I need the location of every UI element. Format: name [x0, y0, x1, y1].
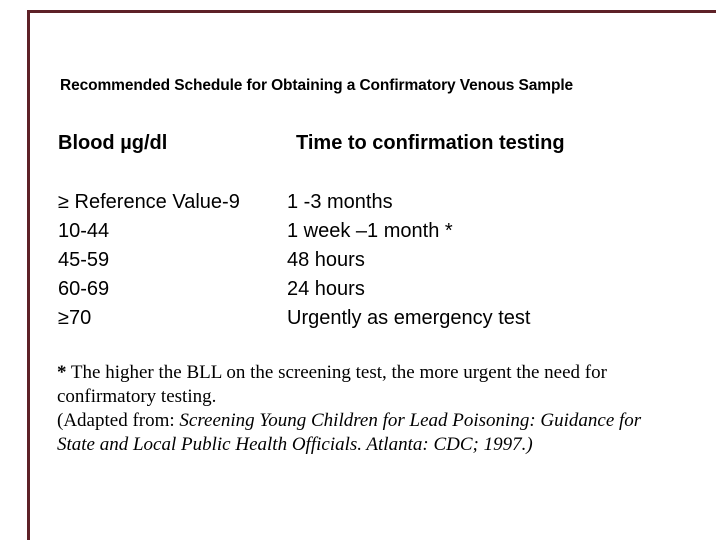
slide-left-accent-line [27, 10, 30, 540]
slide-top-accent-line [27, 10, 716, 13]
table-cell-level: 60-69 [58, 278, 110, 300]
table-cell-level: ≥70 [58, 307, 92, 329]
citation-prefix: (Adapted from: [57, 410, 180, 431]
footnote-asterisk: * [57, 362, 67, 383]
table-cell-time: 1 -3 months [287, 191, 393, 213]
table-cell-level: 45-59 [58, 249, 110, 271]
table-cell-level: ≥ Reference Value-9 [58, 191, 240, 213]
citation-line: (Adapted from: Screening Young Children … [57, 409, 702, 433]
table-cell-time: Urgently as emergency test [287, 307, 531, 329]
table-cell-time: 1 week –1 month * [287, 220, 453, 242]
citation-line: State and Local Public Health Officials.… [57, 434, 533, 455]
column-header-time: Time to confirmation testing [296, 132, 565, 154]
table-cell-time: 24 hours [287, 278, 365, 300]
citation-title: Screening Young Children for Lead Poison… [179, 410, 642, 431]
schedule-table: ≥ Reference Value-9 1 -3 months 10-44 1 … [58, 188, 530, 333]
slide-title: Recommended Schedule for Obtaining a Con… [60, 77, 574, 94]
footnote-line: confirmatory testing. [57, 386, 217, 407]
table-header-row: Blood µg/dl Time to confirmation testing [58, 131, 565, 155]
footnote-line: * The higher the BLL on the screening te… [57, 361, 702, 385]
column-header-blood-level: Blood µg/dl [58, 132, 168, 154]
footnote: * The higher the BLL on the screening te… [57, 361, 702, 457]
footnote-text: The higher the BLL on the screening test… [66, 362, 607, 383]
table-cell-level: 10-44 [58, 220, 110, 242]
table-cell-time: 48 hours [287, 249, 365, 271]
